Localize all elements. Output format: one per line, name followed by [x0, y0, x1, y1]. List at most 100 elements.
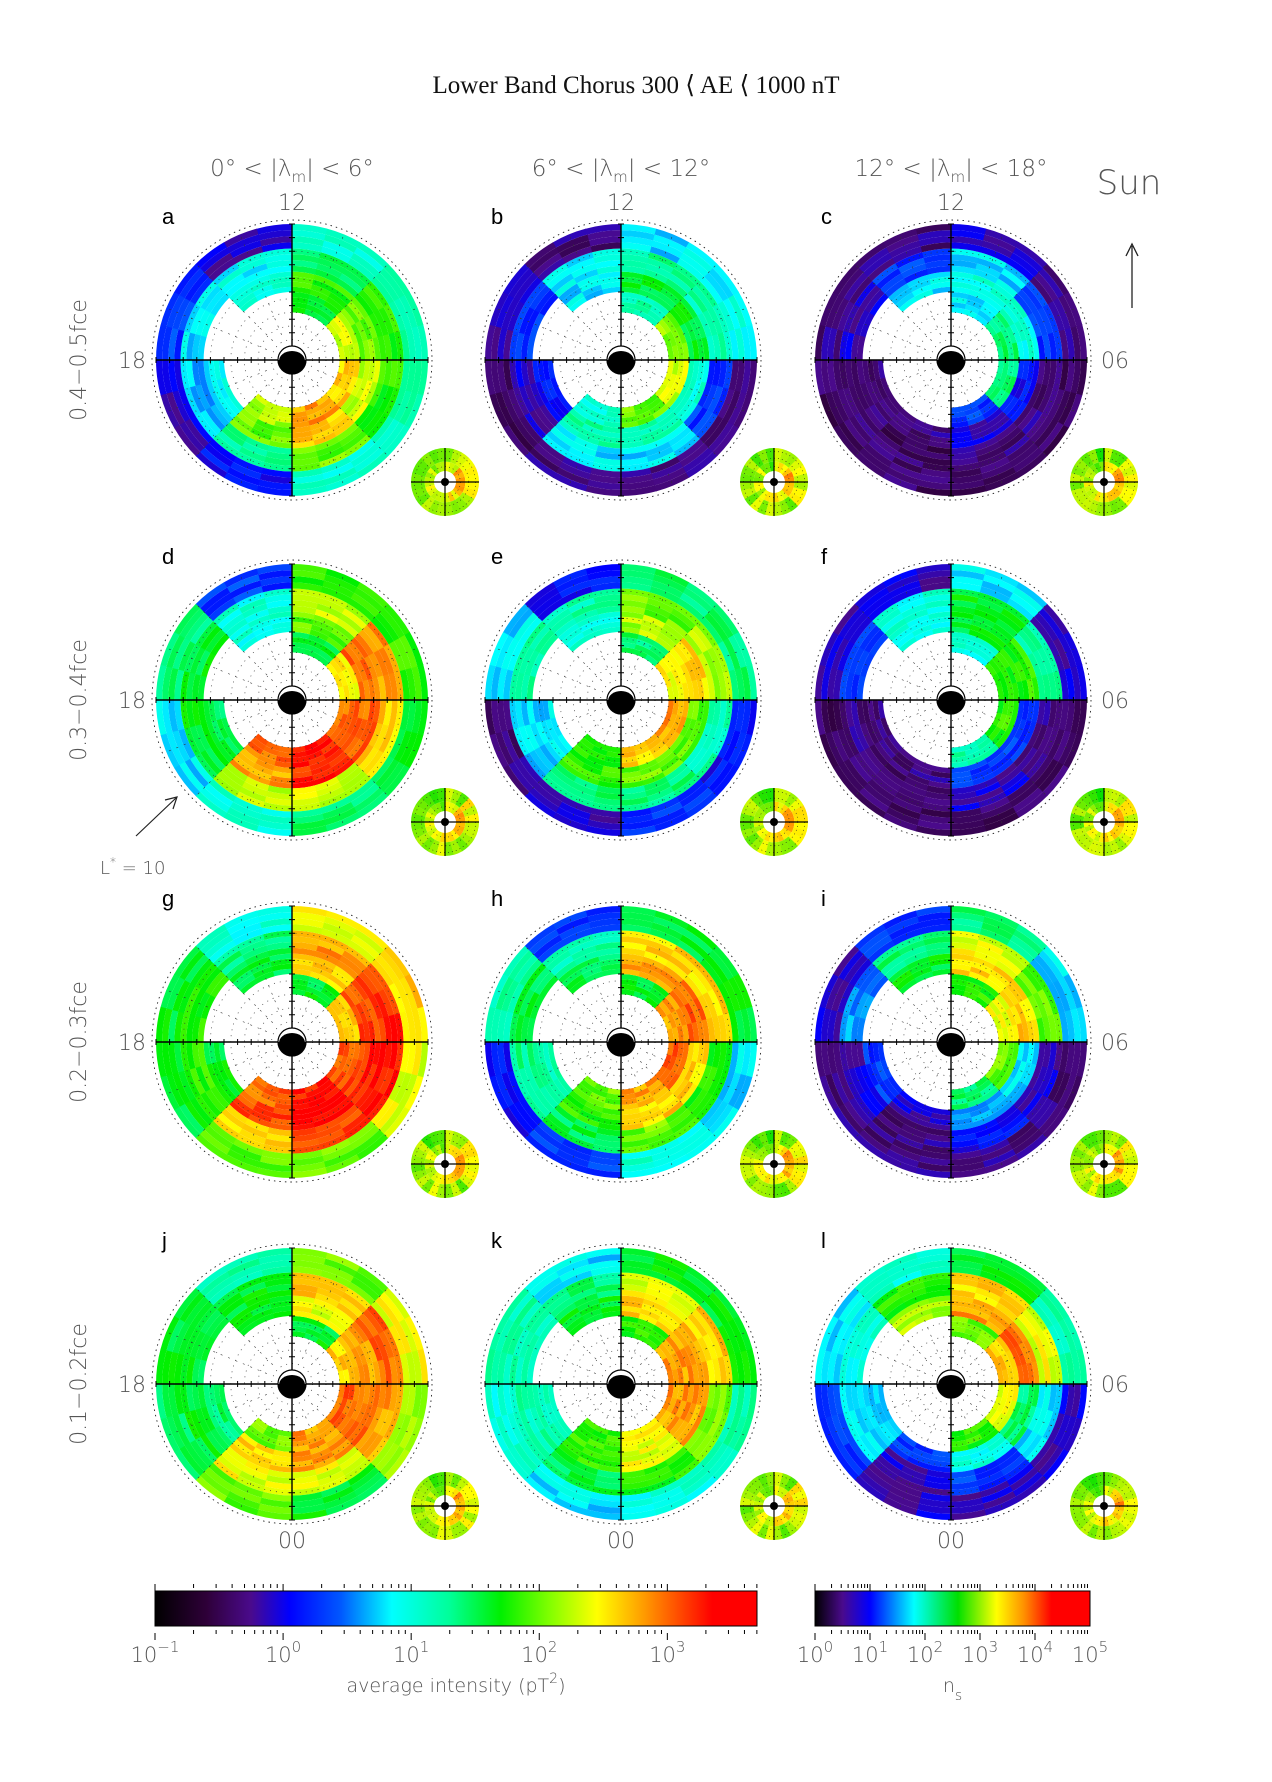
intensity-cell [1009, 637, 1028, 659]
intensity-cell [708, 267, 734, 299]
axis-tick [525, 946, 717, 1138]
ns-cell [1106, 1173, 1115, 1184]
intensity-cell [521, 334, 531, 361]
intensity-cell [518, 276, 543, 305]
intensity-cell [195, 582, 228, 609]
intensity-cell [927, 271, 951, 280]
intensity-cell [195, 963, 218, 990]
intensity-cell [923, 936, 951, 946]
intensity-cell [895, 974, 915, 991]
ns-cell [415, 832, 431, 847]
intensity-cell [255, 629, 275, 642]
intensity-cell [325, 723, 338, 738]
intensity-cell [692, 315, 707, 339]
intensity-cell [526, 335, 536, 361]
intensity-cell [305, 644, 321, 655]
ns-cell [439, 801, 445, 812]
axis-tick [498, 237, 744, 483]
intensity-cell [311, 619, 334, 633]
intensity-cell [239, 1128, 267, 1145]
intensity-cell [340, 1075, 356, 1094]
intensity-cell [858, 929, 890, 955]
intensity-cell [1042, 985, 1059, 1015]
intensity-cell [951, 819, 986, 830]
intensity-cell [876, 1112, 902, 1134]
intensity-cell [370, 1097, 395, 1126]
intensity-cell [990, 1097, 1011, 1115]
intensity-cell [987, 411, 1007, 428]
intensity-cell [557, 394, 574, 412]
intensity-cell [1021, 1091, 1043, 1117]
intensity-cell [676, 699, 684, 717]
intensity-cell [211, 1062, 225, 1085]
intensity-cell [195, 752, 218, 780]
intensity-cell [233, 755, 254, 773]
intensity-cell [589, 924, 621, 935]
intensity-cell [918, 813, 952, 824]
intensity-cell [1021, 359, 1030, 381]
intensity-cell [588, 813, 622, 824]
intensity-cell [848, 307, 865, 335]
intensity-cell [595, 790, 622, 800]
intensity-cell [695, 1094, 718, 1121]
intensity-cell [697, 722, 713, 748]
intensity-cell [851, 674, 861, 701]
intensity-cell [990, 415, 1011, 433]
intensity-cell [1013, 633, 1033, 656]
intensity-cell [950, 924, 982, 935]
intensity-cell [576, 614, 600, 629]
intensity-cell [388, 640, 406, 672]
intensity-cell [546, 1112, 572, 1134]
intensity-cell [984, 1004, 997, 1019]
ns-cell [454, 1153, 465, 1162]
intensity-cell [654, 636, 673, 652]
intensity-cell [197, 1042, 207, 1067]
intensity-cell [267, 947, 292, 957]
intensity-cell [620, 626, 640, 635]
ns-cell [757, 839, 769, 855]
axis-tick [882, 291, 1020, 429]
intensity-cell [683, 403, 703, 427]
intensity-cell [652, 1086, 670, 1101]
intensity-cell [657, 1093, 677, 1110]
intensity-cell [312, 1451, 335, 1465]
intensity-cell [620, 265, 646, 275]
intensity-cell [311, 961, 334, 975]
intensity-cell [229, 240, 262, 259]
intensity-cell [1006, 1120, 1035, 1144]
intensity-cell [225, 762, 249, 782]
intensity-cell [951, 485, 987, 496]
intensity-cell [723, 1041, 733, 1071]
intensity-cell [647, 649, 662, 663]
intensity-cell [1002, 644, 1019, 664]
ns-cell [1121, 487, 1137, 499]
intensity-cell [711, 1041, 721, 1068]
ns-cell [434, 1144, 443, 1155]
intensity-cell [546, 770, 572, 792]
intensity-cell [991, 728, 1006, 745]
ns-cell [1074, 797, 1090, 812]
intensity-cell [984, 322, 997, 337]
intensity-cell [315, 733, 330, 746]
intensity-cell [995, 993, 1010, 1011]
intensity-cell [553, 736, 570, 756]
polar-panel-d: d18 [118, 544, 480, 856]
intensity-cell [666, 346, 674, 360]
ns-cell [763, 462, 772, 473]
intensity-cell [228, 394, 245, 412]
intensity-cell [549, 955, 574, 976]
intensity-cell [221, 377, 234, 397]
axis-tick [566, 645, 676, 755]
intensity-cell [848, 385, 865, 414]
intensity-cell [633, 309, 648, 319]
intensity-cell [950, 600, 977, 610]
intensity-cell [649, 987, 666, 1002]
intensity-cell [292, 1459, 314, 1468]
intensity-cell [411, 699, 422, 734]
intensity-cell [258, 754, 277, 766]
intensity-cell [273, 765, 293, 774]
intensity-cell [991, 315, 1006, 332]
intensity-cell [864, 747, 885, 772]
intensity-cell [497, 360, 508, 393]
ns-cell [1109, 464, 1119, 475]
